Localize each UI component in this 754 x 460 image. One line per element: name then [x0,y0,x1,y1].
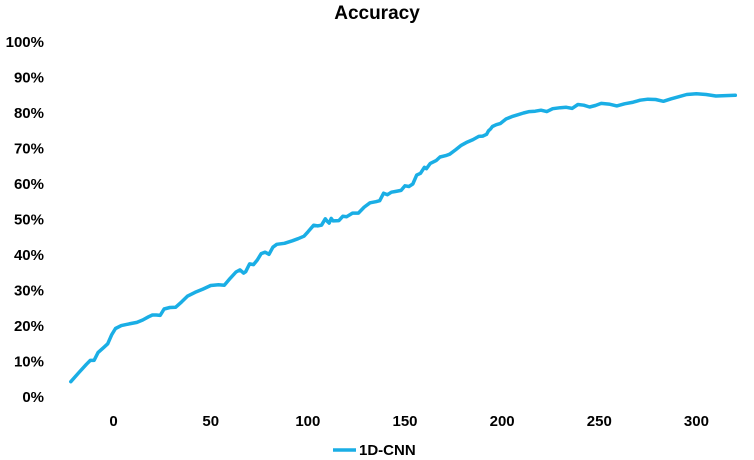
series-line-1d-cnn [69,92,738,384]
legend-label-1d-cnn: 1D-CNN [359,442,416,459]
y-tick-label: 40% [14,247,44,264]
y-tick-label: 100% [6,34,44,51]
x-tick-label: 0 [109,413,117,430]
y-tick-label: 50% [14,212,44,229]
x-tick-label: 300 [684,413,709,430]
y-tick-label: 60% [14,176,44,193]
legend: 1D-CNN [333,442,416,459]
y-tick-label: 10% [14,354,44,371]
y-tick-label: 20% [14,318,44,335]
y-tick-label: 0% [22,389,44,406]
y-tick-label: 30% [14,283,44,300]
x-axis: 0 50 100 150 200 250 300 [109,413,709,430]
x-tick-label: 100 [295,413,320,430]
y-axis: 0% 10% 20% 30% 40% 50% 60% 70% 80% 90% 100% [6,34,44,406]
x-tick-label: 150 [392,413,417,430]
x-tick-label: 200 [490,413,515,430]
x-tick-label: 50 [202,413,219,430]
y-tick-label: 70% [14,141,44,158]
plot-area [69,92,738,384]
chart-title: Accuracy [334,3,420,24]
x-tick-label: 250 [587,413,612,430]
y-tick-label: 90% [14,70,44,87]
y-tick-label: 80% [14,105,44,122]
